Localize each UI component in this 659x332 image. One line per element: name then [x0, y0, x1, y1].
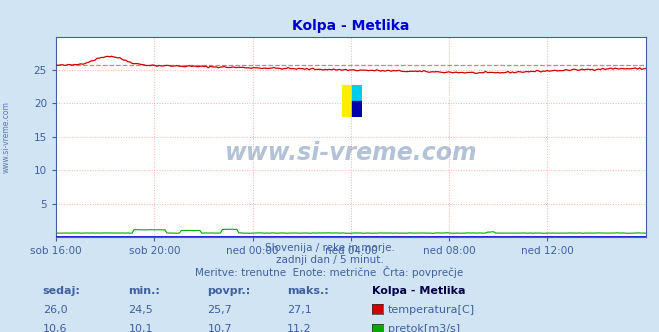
- Text: 11,2: 11,2: [287, 324, 311, 332]
- Text: temperatura[C]: temperatura[C]: [388, 305, 475, 315]
- Text: sedaj:: sedaj:: [43, 286, 80, 296]
- Text: 25,7: 25,7: [208, 305, 233, 315]
- Text: www.si-vreme.com: www.si-vreme.com: [225, 141, 477, 165]
- Text: Slovenija / reke in morje.: Slovenija / reke in morje.: [264, 243, 395, 253]
- Text: 24,5: 24,5: [129, 305, 154, 315]
- Text: 27,1: 27,1: [287, 305, 312, 315]
- Text: 10,1: 10,1: [129, 324, 153, 332]
- Text: min.:: min.:: [129, 286, 160, 296]
- Text: 10,6: 10,6: [43, 324, 67, 332]
- Text: zadnji dan / 5 minut.: zadnji dan / 5 minut.: [275, 255, 384, 266]
- Text: maks.:: maks.:: [287, 286, 328, 296]
- Text: Meritve: trenutne  Enote: metrične  Črta: povprečje: Meritve: trenutne Enote: metrične Črta: …: [195, 266, 464, 278]
- Text: 26,0: 26,0: [43, 305, 67, 315]
- Text: pretok[m3/s]: pretok[m3/s]: [388, 324, 460, 332]
- Text: 10,7: 10,7: [208, 324, 232, 332]
- Text: www.si-vreme.com: www.si-vreme.com: [2, 101, 11, 173]
- Bar: [342, 85, 352, 117]
- Title: Kolpa - Metlika: Kolpa - Metlika: [292, 19, 410, 33]
- Text: Kolpa - Metlika: Kolpa - Metlika: [372, 286, 466, 296]
- Bar: [352, 101, 362, 117]
- Bar: [352, 85, 362, 101]
- Text: povpr.:: povpr.:: [208, 286, 251, 296]
